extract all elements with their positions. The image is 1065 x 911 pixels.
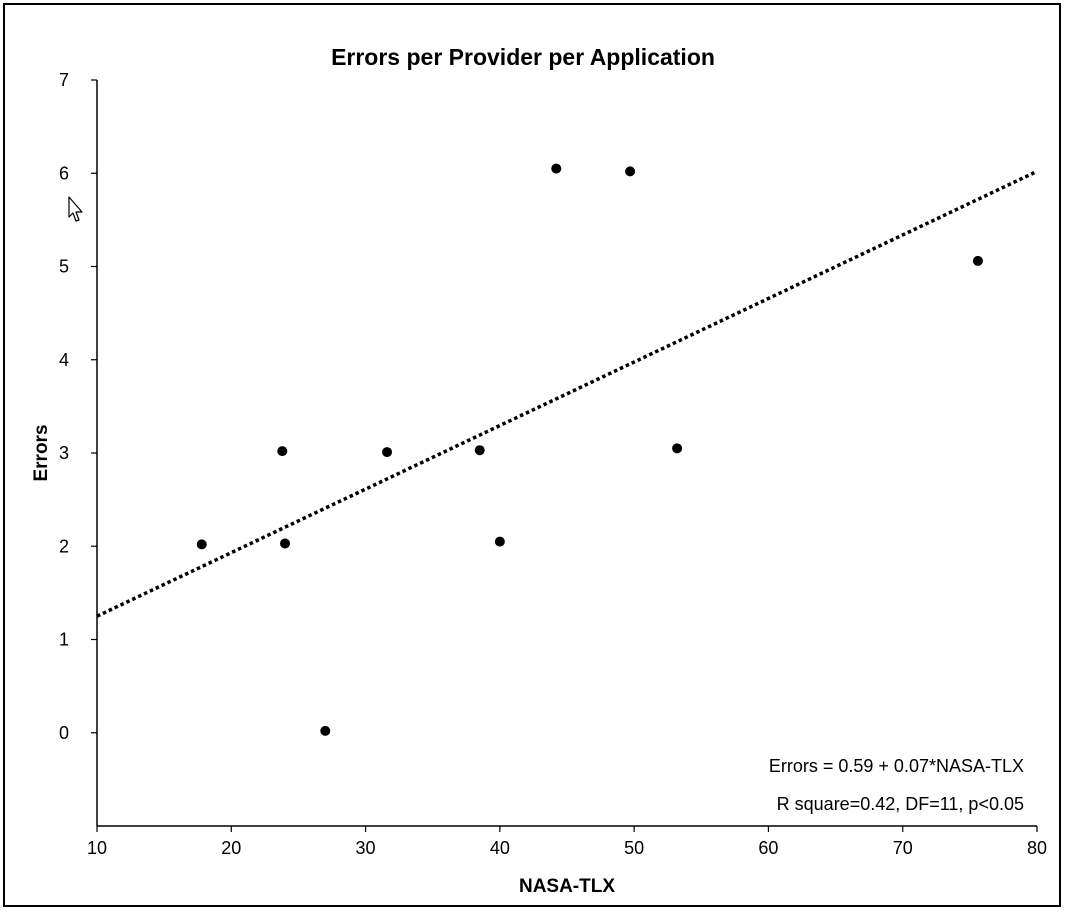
data-point bbox=[277, 446, 288, 457]
data-point bbox=[280, 538, 290, 549]
data-point bbox=[551, 163, 562, 174]
y-tick-label: 2 bbox=[59, 536, 69, 556]
fit-line-group bbox=[96, 169, 1038, 618]
x-tick-label: 40 bbox=[490, 838, 510, 858]
y-axis-label: Errors bbox=[31, 424, 52, 481]
y-tick-label: 5 bbox=[59, 257, 69, 277]
y-tick-label: 7 bbox=[59, 70, 69, 90]
mouse-pointer-icon bbox=[68, 196, 83, 222]
x-tick-label: 10 bbox=[87, 838, 107, 858]
data-point bbox=[474, 445, 485, 456]
x-tick-label: 20 bbox=[221, 838, 241, 858]
data-point bbox=[494, 536, 505, 547]
y-tick-label: 6 bbox=[59, 163, 69, 183]
data-point bbox=[972, 255, 983, 266]
x-tick-label: 70 bbox=[893, 838, 913, 858]
data-point bbox=[196, 539, 207, 550]
x-ticks: 10 20 30 40 50 60 70 80 bbox=[87, 826, 1047, 858]
y-tick-label: 1 bbox=[59, 630, 69, 650]
regression-stats: R square=0.42, DF=11, p<0.05 bbox=[777, 794, 1024, 814]
chart-frame bbox=[3, 3, 1061, 907]
x-tick-label: 30 bbox=[356, 838, 376, 858]
x-tick-label: 80 bbox=[1027, 838, 1047, 858]
y-tick-label: 3 bbox=[59, 443, 69, 463]
data-point bbox=[625, 166, 636, 177]
y-tick-label: 0 bbox=[59, 723, 69, 743]
regression-equation: Errors = 0.59 + 0.07*NASA-TLX bbox=[769, 756, 1024, 776]
y-tick-label: 4 bbox=[59, 350, 69, 370]
regression-line bbox=[96, 169, 1038, 618]
data-point bbox=[320, 725, 331, 736]
chart-title: Errors per Provider per Application bbox=[331, 44, 715, 70]
data-point bbox=[672, 443, 683, 454]
data-point bbox=[382, 447, 393, 458]
y-ticks: 0 1 2 3 4 5 6 7 bbox=[59, 70, 97, 743]
data-points bbox=[196, 163, 983, 736]
x-axis-label: NASA-TLX bbox=[519, 876, 615, 897]
x-tick-label: 60 bbox=[758, 838, 778, 858]
x-tick-label: 50 bbox=[624, 838, 644, 858]
